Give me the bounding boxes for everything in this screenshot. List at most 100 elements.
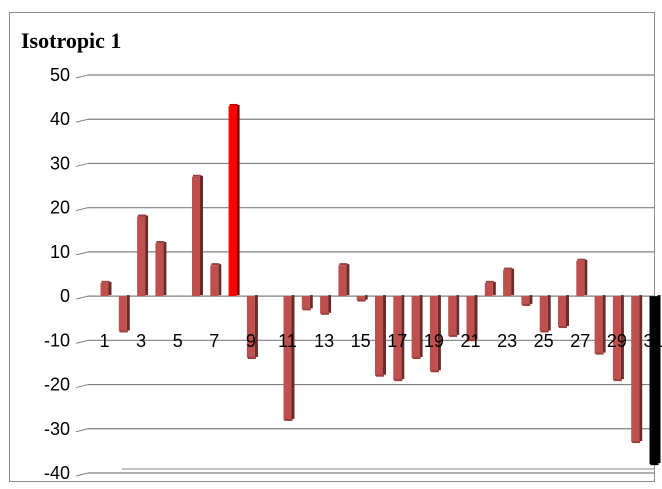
bar bbox=[429, 296, 438, 372]
bar-cap bbox=[119, 330, 128, 333]
y-axis-ticks: 50 40 30 20 10 0 -10 -20 -30 -40 bbox=[44, 65, 70, 483]
bar-cap bbox=[101, 280, 110, 283]
y-tick-label: -40 bbox=[44, 463, 70, 483]
bar-cap bbox=[540, 330, 549, 333]
bar bbox=[210, 265, 219, 297]
bar-cap bbox=[522, 303, 531, 306]
bar bbox=[466, 296, 475, 341]
gridline-depth bbox=[75, 339, 89, 344]
y-tick-label: 10 bbox=[50, 242, 70, 262]
bar-cap bbox=[321, 312, 330, 315]
bar-side bbox=[163, 242, 167, 296]
bar-side bbox=[346, 264, 350, 296]
x-tick-label: 17 bbox=[387, 331, 407, 351]
bar bbox=[576, 260, 585, 297]
bar bbox=[137, 216, 146, 297]
x-tick-label: 29 bbox=[607, 331, 627, 351]
bar-side bbox=[602, 295, 606, 353]
x-tick-label: 21 bbox=[460, 331, 480, 351]
bar bbox=[558, 296, 566, 328]
x-tick-label: 3 bbox=[136, 331, 146, 351]
y-tick-label: 20 bbox=[50, 198, 70, 218]
gridline-depth bbox=[75, 384, 89, 389]
x-tick-label: 13 bbox=[314, 331, 334, 351]
gridline-depth bbox=[75, 74, 89, 79]
bar bbox=[301, 296, 310, 310]
bar-cap bbox=[376, 374, 384, 377]
x-tick-label: 27 bbox=[570, 331, 590, 351]
bar bbox=[228, 105, 237, 297]
bar-cap bbox=[302, 308, 311, 311]
bar bbox=[448, 296, 457, 336]
bar-side bbox=[145, 215, 149, 296]
bar-cap bbox=[193, 174, 201, 177]
bar-cap bbox=[485, 280, 494, 283]
bar bbox=[594, 296, 603, 354]
bar bbox=[612, 296, 621, 381]
bars bbox=[100, 103, 661, 466]
bar-side bbox=[383, 295, 386, 375]
bar-cap bbox=[357, 299, 366, 302]
x-tick-label: 1 bbox=[99, 331, 109, 351]
y-tick-label: -20 bbox=[44, 375, 70, 395]
bar-side bbox=[639, 295, 643, 442]
bar-cap bbox=[339, 263, 348, 266]
bar-cap bbox=[650, 463, 659, 466]
bar bbox=[100, 282, 109, 297]
bar-cap bbox=[284, 418, 293, 421]
bar-side bbox=[328, 295, 332, 313]
bar bbox=[631, 296, 640, 443]
x-tick-label: 9 bbox=[246, 331, 256, 351]
bar-side bbox=[200, 175, 203, 296]
chart-title: Isotropic 1 bbox=[21, 28, 122, 53]
bar bbox=[356, 296, 365, 301]
gridline-depth bbox=[75, 295, 89, 300]
x-tick-label: 7 bbox=[209, 331, 219, 351]
bar-side bbox=[657, 295, 661, 464]
bar-side bbox=[218, 264, 222, 296]
y-tick-label: 0 bbox=[60, 286, 70, 306]
bar-cap bbox=[577, 258, 586, 261]
bar bbox=[320, 296, 329, 314]
bar-cap bbox=[595, 352, 604, 355]
gridline-depth bbox=[75, 472, 89, 477]
bar-side bbox=[419, 295, 423, 358]
bar-cap bbox=[211, 263, 220, 266]
bar-cap bbox=[394, 379, 403, 382]
bar-side bbox=[511, 268, 515, 296]
y-tick-label: 40 bbox=[50, 109, 70, 129]
y-tick-label: -30 bbox=[44, 419, 70, 439]
bar-side bbox=[474, 295, 478, 340]
bar bbox=[521, 296, 530, 305]
x-tick-label: 15 bbox=[351, 331, 371, 351]
gridline-depth bbox=[75, 251, 89, 256]
bar bbox=[649, 296, 658, 465]
bar-cap bbox=[449, 334, 458, 337]
bar-cap bbox=[229, 103, 238, 106]
bar-cap bbox=[504, 267, 513, 270]
bar bbox=[283, 296, 292, 420]
bar bbox=[503, 269, 512, 297]
bar-side bbox=[529, 295, 533, 304]
bar-side bbox=[547, 295, 551, 331]
bar-cap bbox=[467, 339, 476, 342]
y-tick-label: -10 bbox=[44, 330, 70, 350]
bar-cap bbox=[613, 379, 622, 382]
bar-side bbox=[309, 295, 313, 309]
y-tick-label: 30 bbox=[50, 153, 70, 173]
bar-side bbox=[456, 295, 460, 335]
bar-side bbox=[620, 295, 624, 380]
x-tick-label: 11 bbox=[278, 331, 297, 351]
bar-cap bbox=[247, 357, 256, 360]
x-tick-label: 25 bbox=[534, 331, 554, 351]
gridline-depth bbox=[75, 162, 89, 167]
bar bbox=[246, 296, 255, 359]
bar-cap bbox=[559, 326, 567, 329]
bar-cap bbox=[138, 214, 147, 217]
bar-side bbox=[254, 295, 258, 358]
x-tick-label: 5 bbox=[173, 331, 183, 351]
gridline-depth bbox=[75, 118, 89, 123]
x-tick-label: 31 bbox=[643, 331, 662, 351]
bar-side bbox=[236, 104, 240, 296]
